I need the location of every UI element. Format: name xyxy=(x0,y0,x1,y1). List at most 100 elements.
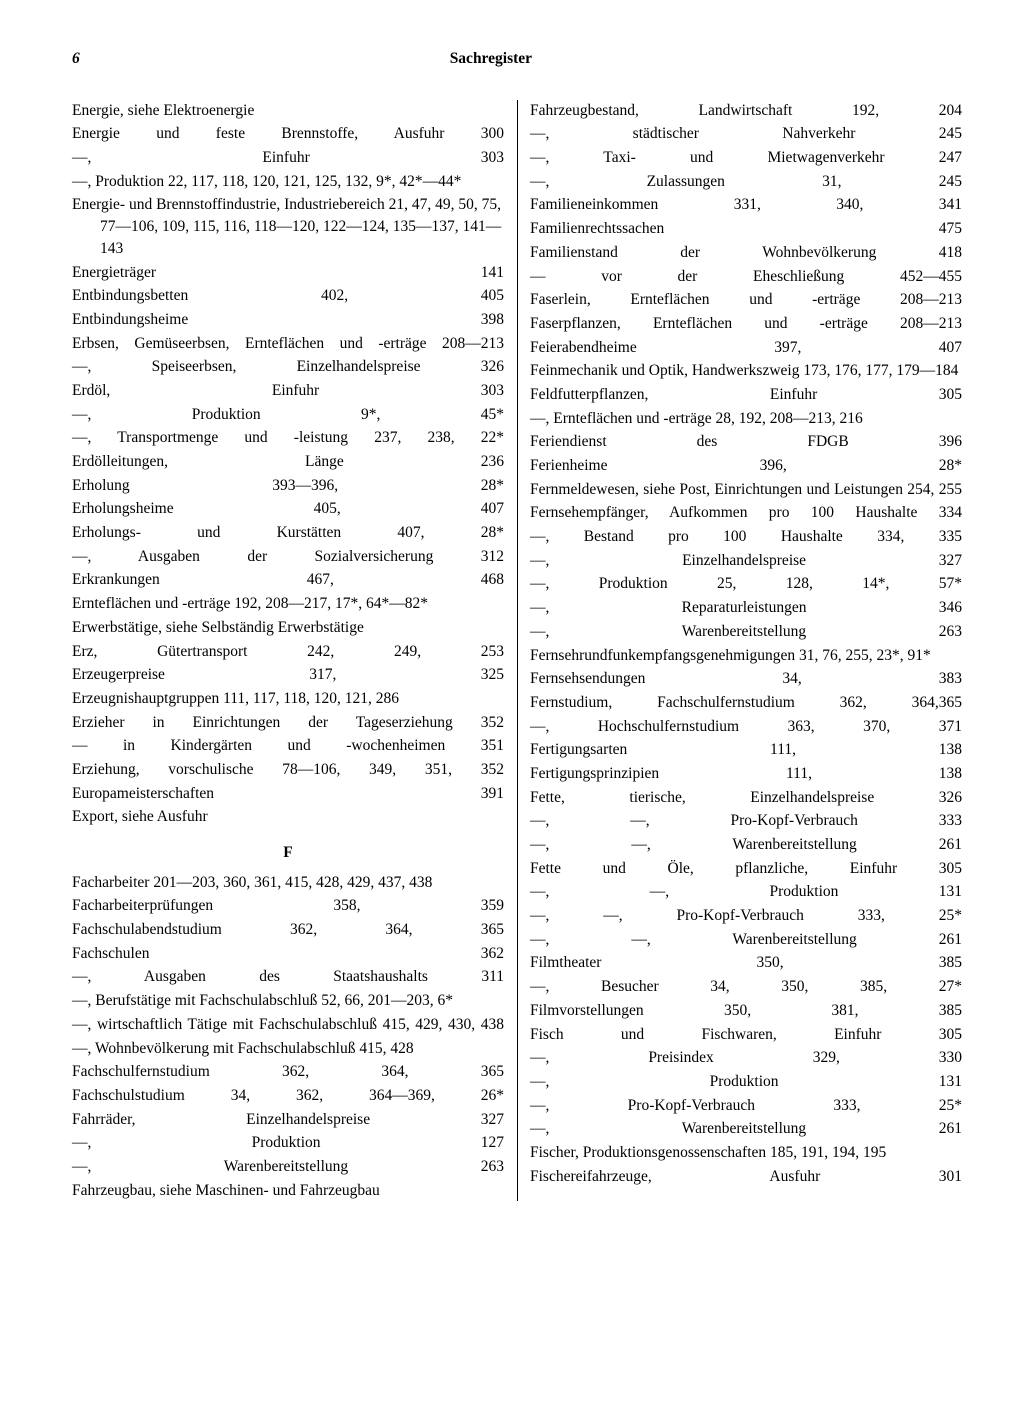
entry-term: Energie, siehe Elektroenergie xyxy=(72,102,254,119)
entry-pages: 326 xyxy=(939,789,962,806)
entry-term: Erholungs- und Kurstätten xyxy=(72,524,397,541)
entry-pages: 350, 385 xyxy=(757,954,962,971)
index-entry: —, städtischer Nahverkehr245 xyxy=(530,123,962,145)
index-entry: Fahrzeugbau, siehe Maschinen- und Fahrze… xyxy=(72,1180,504,1202)
entry-term: —, Pro-Kopf-Verbrauch xyxy=(530,1097,833,1114)
entry-term: Fette, tierische, Einzelhandelspreise xyxy=(530,789,939,806)
entry-term: —, Zulassungen xyxy=(530,173,822,190)
entry-pages: 329, 330 xyxy=(813,1049,962,1066)
entry-pages: 452—455 xyxy=(900,268,962,285)
index-entry: Fernsehempfänger, Aufkommen pro 100 Haus… xyxy=(530,502,962,524)
entry-term: — in Kindergärten und -wochenheimen xyxy=(72,737,481,754)
index-entry: Entbindungsbetten402, 405 xyxy=(72,285,504,307)
entry-term: —, Produktion 22, 117, 118, 120, 121, 12… xyxy=(72,173,461,190)
index-entry: Facharbeiter 201—203, 360, 361, 415, 428… xyxy=(72,872,504,894)
entry-term: Fachschulen xyxy=(72,945,481,962)
entry-pages: 363, 370, 371 xyxy=(788,718,962,735)
index-entry: Fachschulstudium34, 362, 364—369, 26* xyxy=(72,1085,504,1107)
index-entry: Familienstand der Wohnbevölkerung418 xyxy=(530,242,962,264)
entry-term: Erz, Gütertransport xyxy=(72,643,307,660)
entry-term: Fachschulabendstudium xyxy=(72,921,290,938)
entry-term: Erdölleitungen, Länge xyxy=(72,453,481,470)
index-entry: Fischer, Produktionsgenossenschaften 185… xyxy=(530,1142,962,1164)
entry-pages: 34, 383 xyxy=(782,670,962,687)
index-entry: Fisch und Fischwaren, Einfuhr305 xyxy=(530,1024,962,1046)
entry-term: Fachschulstudium xyxy=(72,1087,231,1104)
index-entry: —, Taxi- und Mietwagenverkehr247 xyxy=(530,147,962,169)
index-entry: Fernsehsendungen34, 383 xyxy=(530,668,962,690)
entry-pages: 351 xyxy=(481,737,504,754)
index-entry: —, Ausgaben des Staatshaushalts311 xyxy=(72,966,504,988)
entry-term: —, Ernteflächen und -erträge 28, 192, 20… xyxy=(530,410,863,427)
entry-term: Energie und feste Brennstoffe, Ausfuhr xyxy=(72,125,481,142)
entry-pages: 326 xyxy=(481,358,504,375)
entry-term: Feierabendheime xyxy=(530,339,774,356)
index-entry: Fernsehrundfunkempfangsgenehmigungen 31,… xyxy=(530,645,962,667)
entry-pages: 334, 335 xyxy=(877,528,962,545)
entry-term: Energieträger xyxy=(72,264,481,281)
index-entry: —, Preisindex329, 330 xyxy=(530,1047,962,1069)
entry-pages: 475 xyxy=(939,220,962,237)
index-entry: —, Warenbereitstellung263 xyxy=(72,1156,504,1178)
index-entry: —, Einfuhr303 xyxy=(72,147,504,169)
entry-pages: 305 xyxy=(939,860,962,877)
entry-term: Fahrzeugbau, siehe Maschinen- und Fahrze… xyxy=(72,1182,380,1199)
entry-pages: 352 xyxy=(481,714,504,731)
entry-term: Feinmechanik und Optik, Handwerkszweig 1… xyxy=(530,362,958,379)
entry-pages: 352 xyxy=(481,761,504,778)
entry-pages: 402, 405 xyxy=(321,287,504,304)
entry-pages: 237, 238, 22* xyxy=(374,429,504,446)
entry-term: —, —, Pro-Kopf-Verbrauch xyxy=(530,812,939,829)
entry-term: —, städtischer Nahverkehr xyxy=(530,125,939,142)
entry-pages: 305 xyxy=(939,386,962,403)
entry-pages: 396 xyxy=(939,433,962,450)
entry-pages: 111, 138 xyxy=(770,741,962,758)
index-entry: —, Speiseerbsen, Einzelhandelspreise326 xyxy=(72,356,504,378)
entry-pages: 245 xyxy=(939,125,962,142)
entry-term: Filmvorstellungen xyxy=(530,1002,724,1019)
entry-pages: 236 xyxy=(481,453,504,470)
entry-pages: 418 xyxy=(939,244,962,261)
entry-term: —, —, Produktion xyxy=(530,883,939,900)
index-entry: Fette und Öle, pflanzliche, Einfuhr305 xyxy=(530,858,962,880)
entry-pages: 31, 245 xyxy=(822,173,962,190)
index-entry: Erdölleitungen, Länge236 xyxy=(72,451,504,473)
entry-term: Familienstand der Wohnbevölkerung xyxy=(530,244,939,261)
entry-pages: 261 xyxy=(939,836,962,853)
index-entry: Erholung393—396, 28* xyxy=(72,475,504,497)
entry-term: Europameisterschaften xyxy=(72,785,481,802)
entry-pages: 261 xyxy=(939,1120,962,1137)
entry-term: —, Produktion xyxy=(530,1073,939,1090)
entry-term: Fernsehrundfunkempfangsgenehmigungen 31,… xyxy=(530,647,931,664)
index-entry: Familienrechtssachen475 xyxy=(530,218,962,240)
entry-term: —, Produktion xyxy=(72,1134,481,1151)
entry-term: Feldfutterpflanzen, Einfuhr xyxy=(530,386,939,403)
index-entry: —, Einzelhandelspreise327 xyxy=(530,550,962,572)
entry-term: Entbindungsheime xyxy=(72,311,481,328)
entry-pages: 25, 128, 14*, 57* xyxy=(717,575,962,592)
index-entry: Fahrzeugbestand, Landwirtschaft192, 204 xyxy=(530,100,962,122)
entry-pages: 327 xyxy=(481,1111,504,1128)
entry-pages: 303 xyxy=(481,382,504,399)
entry-term: —, Transportmenge und -leistung xyxy=(72,429,374,446)
entry-term: Fischer, Produktionsgenossenschaften 185… xyxy=(530,1144,886,1161)
section-heading: F xyxy=(72,842,504,864)
entry-term: Energie- und Brennstoffindustrie, Indust… xyxy=(72,196,501,256)
entry-term: Fachschulfernstudium xyxy=(72,1063,282,1080)
entry-term: Export, siehe Ausfuhr xyxy=(72,808,208,825)
index-entry: —, wirtschaftlich Tätige mit Fachschulab… xyxy=(72,1014,504,1036)
index-entry: —, Zulassungen31, 245 xyxy=(530,171,962,193)
entry-pages: 405, 407 xyxy=(314,500,504,517)
index-entry: —, —, Produktion131 xyxy=(530,881,962,903)
page-header: 6 Sachregister xyxy=(72,48,962,70)
entry-term: Erbsen, Gemüseerbsen, Ernteflächen und -… xyxy=(72,335,442,352)
entry-term: Erholung xyxy=(72,477,272,494)
index-entry: Fertigungsarten111, 138 xyxy=(530,739,962,761)
index-entry: Faserlein, Ernteflächen und -erträge208—… xyxy=(530,289,962,311)
index-entry: Erholungsheime405, 407 xyxy=(72,498,504,520)
entry-term: Fertigungsprinzipien xyxy=(530,765,786,782)
index-entry: —, Produktion131 xyxy=(530,1071,962,1093)
index-entry: Fachschulabendstudium362, 364, 365 xyxy=(72,919,504,941)
entry-term: Fahrzeugbestand, Landwirtschaft xyxy=(530,102,852,119)
entry-pages: 263 xyxy=(481,1158,504,1175)
